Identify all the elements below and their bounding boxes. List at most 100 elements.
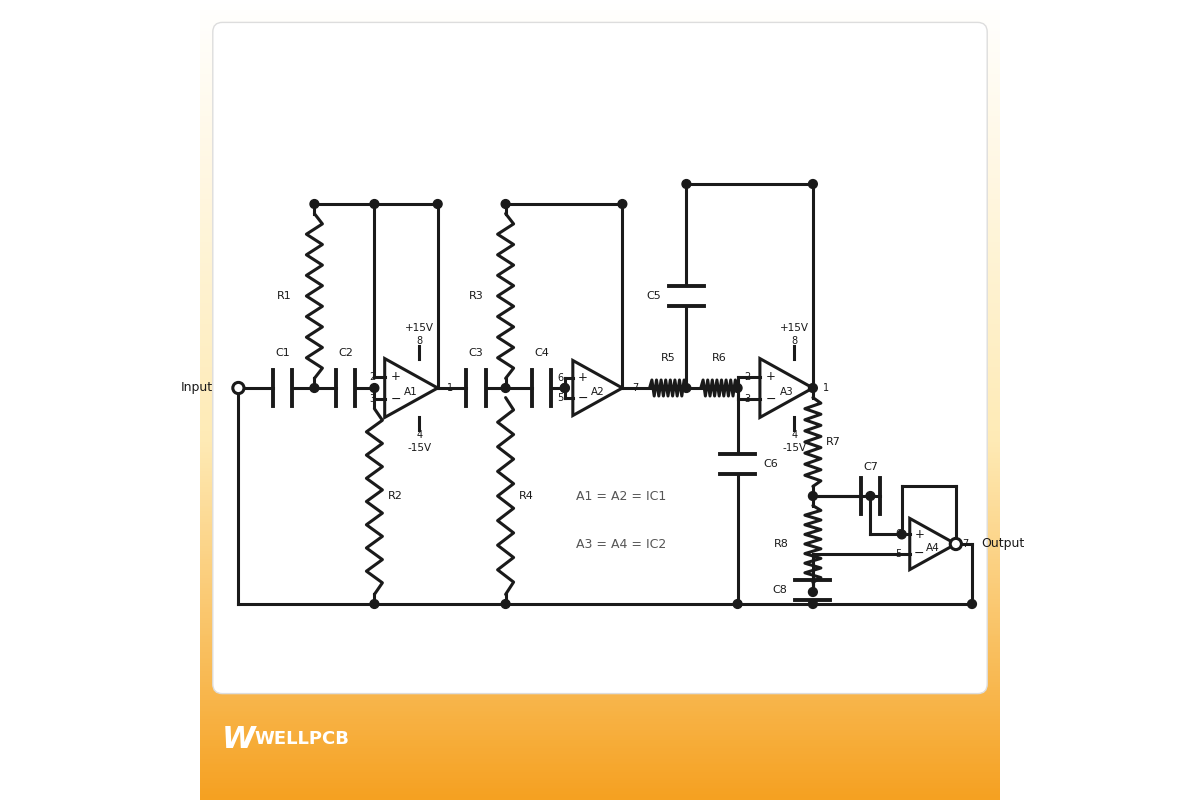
Bar <box>200 194 1000 198</box>
Bar <box>200 654 1000 656</box>
Bar <box>200 352 1000 354</box>
Bar <box>200 184 1000 186</box>
Circle shape <box>898 530 906 539</box>
Bar <box>200 134 1000 136</box>
Bar <box>200 362 1000 366</box>
Bar <box>200 40 1000 42</box>
Circle shape <box>733 384 742 392</box>
Text: 7: 7 <box>632 383 638 393</box>
Text: R3: R3 <box>468 291 484 301</box>
Bar <box>200 578 1000 582</box>
Bar <box>200 768 1000 770</box>
Bar <box>200 506 1000 510</box>
Bar <box>200 318 1000 320</box>
Circle shape <box>560 384 569 392</box>
Text: 2: 2 <box>744 372 750 382</box>
Bar <box>200 210 1000 214</box>
Bar <box>200 120 1000 122</box>
Bar <box>200 550 1000 552</box>
Bar <box>200 344 1000 346</box>
Text: 4: 4 <box>791 430 798 440</box>
Bar <box>200 86 1000 88</box>
Bar <box>200 798 1000 800</box>
Bar <box>200 38 1000 40</box>
Bar <box>200 182 1000 184</box>
Bar <box>200 760 1000 762</box>
Bar <box>200 90 1000 94</box>
Bar <box>200 34 1000 38</box>
Text: A3 = A4 = IC2: A3 = A4 = IC2 <box>576 538 666 550</box>
Bar <box>200 280 1000 282</box>
Bar <box>200 192 1000 194</box>
Bar <box>200 226 1000 230</box>
Bar <box>200 98 1000 102</box>
Bar <box>200 152 1000 154</box>
Bar <box>200 270 1000 272</box>
Bar <box>200 614 1000 616</box>
Text: C4: C4 <box>534 348 550 358</box>
Bar <box>200 232 1000 234</box>
Bar <box>200 424 1000 426</box>
Bar <box>200 240 1000 242</box>
Bar <box>200 522 1000 526</box>
Text: 8: 8 <box>416 336 422 346</box>
Bar <box>200 174 1000 176</box>
Bar <box>200 742 1000 744</box>
Bar <box>200 784 1000 786</box>
Text: 8: 8 <box>791 336 798 346</box>
Bar <box>200 544 1000 546</box>
Bar <box>200 282 1000 286</box>
Bar <box>200 776 1000 778</box>
Bar <box>200 418 1000 422</box>
Bar <box>200 642 1000 646</box>
Circle shape <box>370 199 379 208</box>
Bar <box>200 426 1000 430</box>
Bar <box>200 466 1000 470</box>
Bar <box>200 358 1000 360</box>
Bar <box>200 398 1000 400</box>
Bar <box>200 142 1000 144</box>
Bar <box>200 590 1000 592</box>
Text: Output: Output <box>982 538 1025 550</box>
Bar <box>200 606 1000 608</box>
Bar <box>200 638 1000 640</box>
Text: A1: A1 <box>404 387 418 398</box>
Bar <box>200 136 1000 138</box>
Bar <box>200 640 1000 642</box>
Text: C2: C2 <box>338 348 353 358</box>
Bar <box>200 330 1000 334</box>
Circle shape <box>682 384 691 392</box>
Bar <box>200 336 1000 338</box>
Text: C5: C5 <box>646 291 661 301</box>
Bar <box>200 32 1000 34</box>
Bar <box>200 514 1000 518</box>
Bar <box>200 430 1000 432</box>
Bar <box>200 728 1000 730</box>
Bar <box>200 456 1000 458</box>
Bar <box>200 342 1000 344</box>
Circle shape <box>682 180 691 188</box>
Bar <box>200 546 1000 550</box>
Bar <box>200 376 1000 378</box>
Bar <box>200 170 1000 174</box>
Bar <box>200 166 1000 168</box>
Bar <box>200 366 1000 368</box>
Bar <box>200 472 1000 474</box>
Bar <box>200 266 1000 270</box>
Bar <box>200 510 1000 512</box>
Bar <box>200 446 1000 448</box>
Circle shape <box>502 199 510 208</box>
Bar <box>200 704 1000 706</box>
Text: 1: 1 <box>823 383 829 393</box>
Bar <box>200 494 1000 496</box>
Bar <box>200 710 1000 712</box>
Bar <box>200 518 1000 520</box>
Bar <box>200 288 1000 290</box>
Bar <box>200 440 1000 442</box>
Bar <box>200 302 1000 304</box>
Bar <box>200 22 1000 24</box>
Circle shape <box>560 384 569 392</box>
Circle shape <box>618 199 626 208</box>
Bar <box>200 570 1000 574</box>
Bar <box>200 582 1000 584</box>
